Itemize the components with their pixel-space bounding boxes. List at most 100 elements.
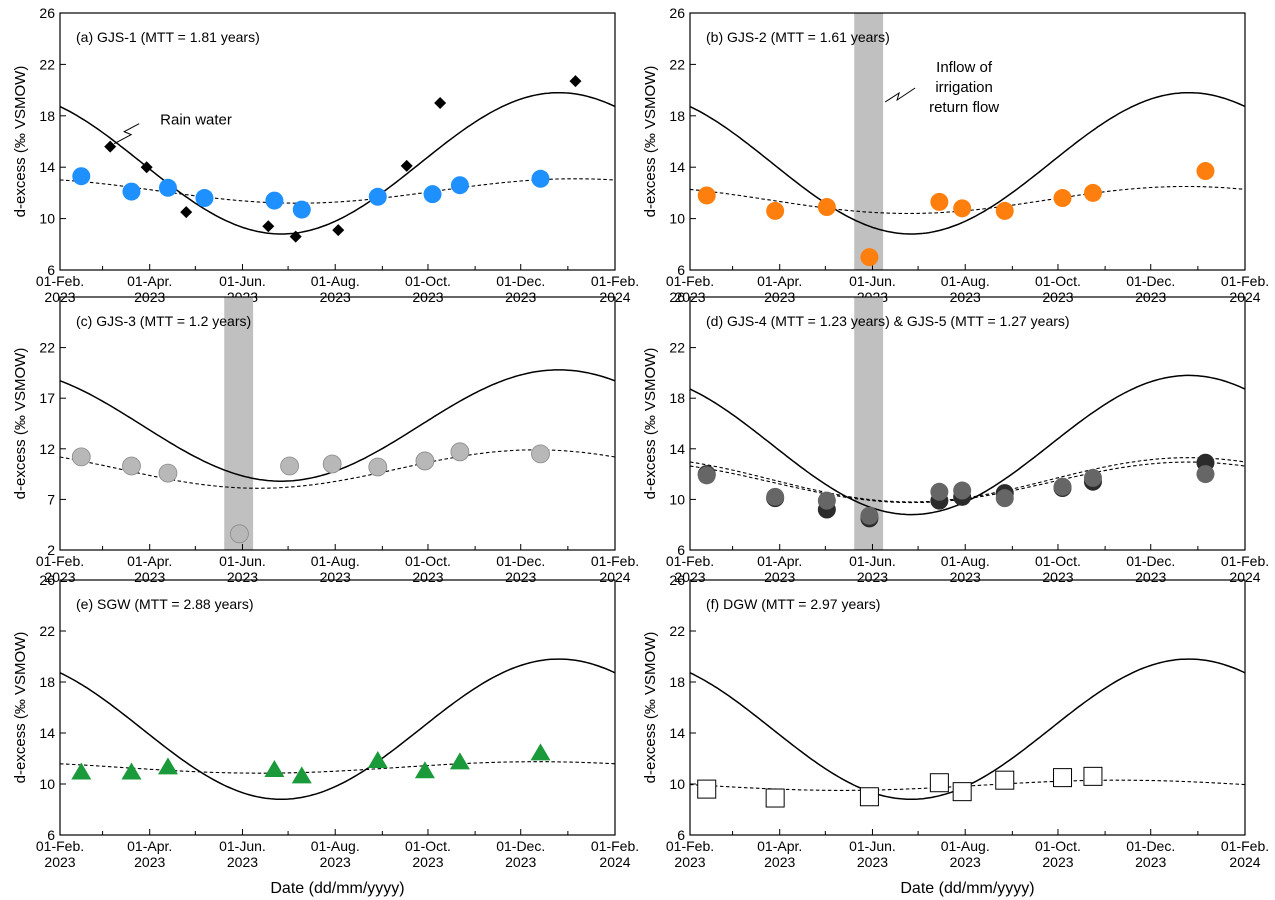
fitted-curve-1 — [60, 178, 615, 204]
y-tick-label: 18 — [39, 674, 55, 690]
x-tick-label-date: 01-Aug. — [311, 553, 360, 569]
data-point — [995, 201, 1014, 220]
x-tick-label-date: 01-Feb. — [666, 838, 714, 854]
y-tick-label: 26 — [39, 5, 55, 21]
data-point — [953, 199, 972, 218]
x-tick-label-date: 01-Jun. — [849, 838, 896, 854]
x-tick-label-year: 2024 — [599, 854, 630, 870]
data-point — [230, 524, 249, 544]
data-point — [766, 201, 785, 220]
data-point — [368, 457, 388, 477]
panel-title: (a) GJS-1 (MTT = 1.81 years) — [76, 29, 260, 45]
plot-frame — [689, 296, 1246, 551]
inflow-label-line: return flow — [929, 99, 999, 116]
data-point — [195, 189, 214, 208]
data-point — [414, 761, 435, 779]
panel-title: (c) GJS-3 (MTT = 1.2 years) — [76, 313, 251, 329]
y-tick-label: 26 — [39, 572, 55, 588]
x-tick-label-date: 01-Oct. — [405, 838, 451, 854]
data-point — [765, 788, 785, 808]
x-tick-label-date: 01-Oct. — [1035, 273, 1081, 289]
y-tick-label: 6 — [47, 827, 55, 843]
x-tick-label-date: 01-Dec. — [496, 838, 545, 854]
y-tick-label: 6 — [677, 542, 685, 558]
y-tick-label: 17 — [39, 390, 55, 406]
data-point — [569, 75, 582, 88]
x-tick-label-year: 2023 — [227, 569, 258, 585]
data-point — [400, 159, 413, 172]
data-point — [292, 200, 311, 219]
x-tick-label-year: 2023 — [764, 854, 795, 870]
data-point — [1053, 768, 1073, 788]
data-point — [995, 770, 1015, 790]
data-point — [995, 489, 1014, 508]
data-point — [1196, 465, 1215, 484]
x-tick-label-year: 2024 — [1229, 569, 1260, 585]
data-point — [158, 178, 177, 197]
y-tick-label: 18 — [669, 674, 685, 690]
fitted-curve-1 — [60, 449, 615, 489]
data-point — [158, 463, 178, 483]
shaded-band — [854, 13, 884, 270]
x-tick-label-date: 01-Jun. — [849, 273, 896, 289]
x-tick-label-date: 01-Oct. — [1035, 838, 1081, 854]
x-tick-label-date: 01-Dec. — [1126, 838, 1175, 854]
plot-frame — [59, 296, 616, 551]
x-tick-label-year: 2023 — [134, 569, 165, 585]
panel-a: 6101418222601-Feb.202301-Apr.202301-Jun.… — [12, 5, 639, 305]
inflow-label-line: Inflow of — [936, 59, 993, 76]
data-point — [1083, 183, 1102, 202]
plot-frame — [689, 12, 1246, 271]
y-tick-label: 10 — [39, 211, 55, 227]
x-tick-label-date: 01-Feb. — [591, 838, 639, 854]
x-tick-label-year: 2023 — [412, 854, 443, 870]
x-tick-label-date: 01-Oct. — [405, 553, 451, 569]
y-axis-label: d-excess (‰ VSMOW) — [12, 348, 29, 500]
data-point — [332, 224, 345, 237]
data-point — [264, 759, 285, 777]
data-point — [450, 442, 470, 462]
x-tick-label-date: 01-Jun. — [219, 553, 266, 569]
y-tick-label: 10 — [669, 776, 685, 792]
fitted-curve-1 — [690, 457, 1245, 503]
x-axis-label-left: Date (dd/mm/yyyy) — [270, 880, 404, 897]
x-tick-label-year: 2023 — [950, 569, 981, 585]
y-tick-label: 18 — [39, 108, 55, 124]
y-tick-label: 6 — [47, 262, 55, 278]
x-tick-label-year: 2023 — [134, 854, 165, 870]
x-tick-label-date: 01-Apr. — [757, 553, 802, 569]
x-tick-label-date: 01-Feb. — [36, 838, 84, 854]
fitted-curve-1 — [60, 761, 615, 774]
data-point — [1053, 477, 1072, 496]
x-tick-label-date: 01-Feb. — [666, 553, 714, 569]
data-point — [180, 206, 193, 219]
data-point — [280, 456, 300, 476]
x-tick-label-year: 2023 — [950, 854, 981, 870]
data-point — [104, 140, 117, 153]
data-point — [952, 782, 972, 802]
inflow-label-line: irrigation — [935, 79, 993, 96]
x-tick-label-year: 2024 — [1229, 854, 1260, 870]
y-tick-label: 12 — [39, 441, 55, 457]
y-tick-label: 14 — [669, 725, 685, 741]
shaded-band — [224, 297, 254, 550]
y-tick-label: 26 — [669, 572, 685, 588]
data-point — [1083, 468, 1102, 487]
y-tick-label: 26 — [669, 289, 685, 305]
y-axis-label: d-excess (‰ VSMOW) — [642, 66, 659, 218]
data-point — [531, 169, 550, 188]
data-point — [122, 456, 141, 476]
x-tick-label-year: 2023 — [1135, 854, 1166, 870]
data-point — [930, 192, 949, 211]
x-tick-label-date: 01-Jun. — [219, 273, 266, 289]
data-point — [697, 779, 717, 799]
data-point — [449, 752, 470, 770]
x-tick-label-date: 01-Dec. — [496, 553, 545, 569]
x-tick-label-year: 2023 — [227, 854, 258, 870]
x-tick-label-year: 2023 — [44, 854, 75, 870]
y-tick-label: 10 — [39, 776, 55, 792]
x-tick-label-date: 01-Apr. — [757, 273, 802, 289]
panel-title: (d) GJS-4 (MTT = 1.23 years) & GJS-5 (MT… — [706, 313, 1070, 329]
x-tick-label-date: 01-Aug. — [941, 838, 990, 854]
x-tick-label-date: 01-Aug. — [311, 838, 360, 854]
